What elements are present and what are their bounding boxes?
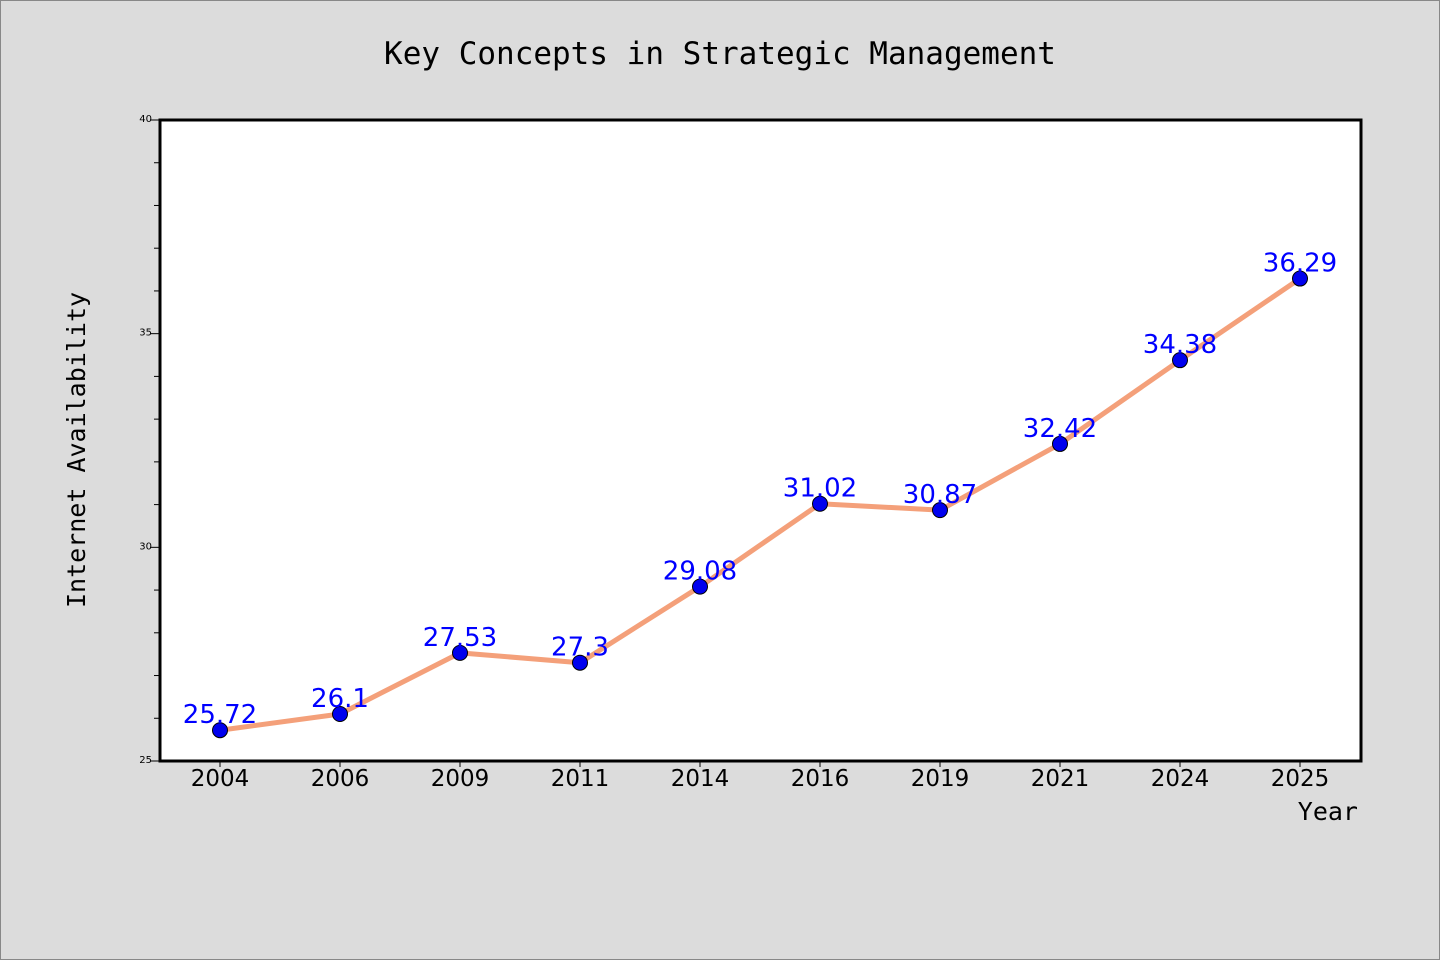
- x-tick-label: 2009: [431, 766, 490, 792]
- x-tick-label: 2006: [311, 766, 370, 792]
- data-label: 30.87: [903, 480, 977, 510]
- data-point: [332, 705, 348, 722]
- x-tick-label: 2016: [791, 766, 850, 792]
- x-tick-label: 2004: [191, 766, 250, 792]
- data-label: 34.38: [1143, 330, 1217, 360]
- data-point: [1172, 352, 1188, 369]
- x-tick-label: 2019: [911, 766, 970, 792]
- data-point: [1052, 435, 1068, 452]
- data-point: [212, 722, 228, 739]
- series-layer: [212, 270, 1308, 739]
- x-axis: 2004 2006 2009 2011 2014 2016 2019 2021 2024 2025: [191, 761, 1330, 792]
- y-tick-label: 35: [139, 328, 152, 339]
- data-point: [452, 644, 468, 661]
- x-axis-label: Year: [1298, 797, 1358, 826]
- x-tick-label: 2025: [1271, 766, 1330, 792]
- data-point: [812, 495, 828, 512]
- x-tick-label: 2014: [671, 766, 730, 792]
- data-point: [692, 578, 708, 595]
- y-axis: 25 30 35 40: [139, 114, 160, 766]
- data-label: 27.53: [423, 623, 497, 653]
- y-tick-label: 30: [139, 541, 152, 552]
- x-tick-label: 2021: [1031, 766, 1090, 792]
- data-point: [1292, 270, 1308, 287]
- plot-area: [158, 118, 1363, 763]
- data-label: 25.72: [183, 700, 257, 730]
- data-label-layer: 25.72 26.1 27.53 27.3 29.08 31.02 30.87 32.42 34…: [183, 249, 1337, 731]
- data-label: 36.29: [1263, 249, 1337, 279]
- data-label: 31.02: [783, 474, 857, 504]
- data-point: [572, 654, 588, 671]
- y-tick-label: 25: [139, 755, 152, 766]
- x-tick-label: 2024: [1151, 766, 1210, 792]
- series-line: [217, 276, 1303, 733]
- x-tick-label: 2011: [551, 766, 610, 792]
- data-label: 26.1: [311, 684, 369, 714]
- y-tick-label: 40: [139, 114, 152, 125]
- data-label: 27.3: [551, 633, 609, 663]
- data-label: 29.08: [663, 557, 737, 587]
- chart-title: Key Concepts in Strategic Management: [384, 36, 1056, 72]
- y-axis-label: Internet Availability: [62, 292, 91, 608]
- data-point: [932, 502, 948, 519]
- data-label: 32.42: [1023, 414, 1097, 444]
